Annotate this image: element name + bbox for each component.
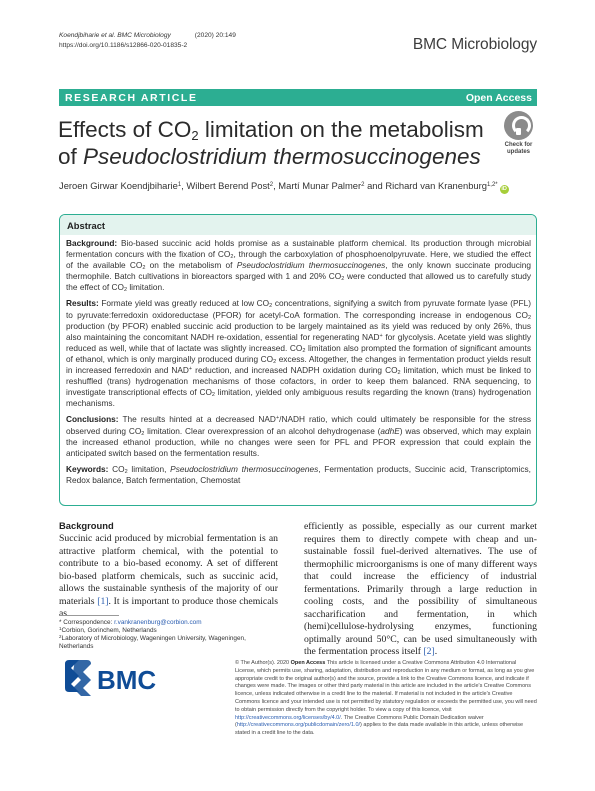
running-header: Koendjbiharie et al. BMC Microbiology (20… bbox=[59, 31, 236, 51]
affiliation-mark: 1 bbox=[177, 182, 182, 188]
reference-link[interactable]: [2] bbox=[423, 646, 435, 657]
license-link[interactable]: http://creativecommons.org/licenses/by/4… bbox=[235, 714, 341, 721]
abstract-conclusions: Conclusions: The results hinted at a dec… bbox=[66, 414, 531, 458]
check-for-updates-badge[interactable]: Check for updates bbox=[500, 111, 537, 157]
journal-name: BMC Microbiology bbox=[412, 36, 537, 53]
bmc-logo: BMC bbox=[65, 660, 156, 696]
body-column-right: efficiently as possible, especially as o… bbox=[304, 521, 537, 657]
doi-link[interactable]: https://doi.org/10.1186/s12866-020-01835… bbox=[59, 42, 188, 49]
title-subscript: 2 bbox=[191, 128, 199, 143]
citation: Koendjbiharie et al. BMC Microbiology bbox=[59, 32, 171, 39]
author-name: , Wilbert Berend Post bbox=[181, 180, 270, 191]
waiver-link[interactable]: http://creativecommons.org/publicdomain/… bbox=[236, 722, 361, 729]
orcid-icon[interactable]: iD bbox=[499, 185, 509, 194]
license-statement: © The Author(s). 2020 Open Access This a… bbox=[235, 660, 537, 737]
affiliation: 2Laboratory of Microbiology, Wageningen … bbox=[59, 634, 246, 651]
reference-link[interactable]: [1] bbox=[97, 595, 109, 607]
affiliation: 1Corbion, Gorinchem, Netherlands bbox=[59, 626, 157, 635]
title-part: Effects of CO bbox=[58, 117, 192, 142]
author-name: and Richard van Kranenburg bbox=[364, 180, 487, 191]
author-name: Jeroen Girwar Koendjbiharie bbox=[59, 180, 178, 191]
open-access-label: Open Access bbox=[465, 91, 532, 104]
title-line-2: of Pseudoclostridium thermosuccinogenes bbox=[58, 143, 484, 170]
author-name: , Martí Munar Palmer bbox=[273, 180, 362, 191]
abstract-background: Background: Bio-based succinic acid hold… bbox=[66, 238, 531, 294]
abstract-box: Abstract Background: Bio-based succinic … bbox=[59, 214, 537, 506]
title-part: of bbox=[58, 144, 84, 169]
affiliation-mark: 1,2* bbox=[486, 182, 498, 188]
email-link[interactable]: r.vankranenburg@corbion.com bbox=[114, 619, 202, 626]
affiliation-mark: 2 bbox=[269, 182, 274, 188]
abstract-results: Results: Formate yield was greatly reduc… bbox=[66, 298, 531, 409]
title-species: Pseudoclostridium thermosuccinogenes bbox=[83, 144, 481, 169]
title-part: limitation on the metabolism bbox=[198, 117, 484, 142]
footnotes: * Correspondence: r.vankranenburg@corbio… bbox=[59, 619, 279, 651]
affiliation-mark: 2 bbox=[361, 182, 365, 188]
article-title: Effects of CO2 limitation on the metabol… bbox=[58, 116, 484, 170]
year-volume: (2020) 20:149 bbox=[194, 32, 236, 39]
footnote-divider bbox=[59, 615, 119, 616]
article-type-banner: RESEARCH ARTICLE Open Access bbox=[59, 89, 537, 106]
body-column-left: Succinic acid produced by microbial ferm… bbox=[59, 533, 278, 619]
bmc-logo-text: BMC bbox=[97, 665, 156, 695]
badge-label: Check for updates bbox=[504, 142, 533, 155]
abstract-body: Background: Bio-based succinic acid hold… bbox=[60, 235, 536, 486]
check-updates-icon bbox=[504, 111, 533, 140]
abstract-keywords: Keywords: CO2 limitation, Pseudoclostrid… bbox=[66, 463, 531, 485]
correspondence: * Correspondence: r.vankranenburg@corbio… bbox=[59, 619, 202, 626]
background-heading: Background bbox=[59, 520, 114, 531]
abstract-heading: Abstract bbox=[60, 215, 536, 235]
author-list: Jeroen Girwar Koendjbiharie1, Wilbert Be… bbox=[59, 180, 509, 194]
bmc-logo-mark bbox=[65, 660, 79, 692]
article-type: RESEARCH ARTICLE bbox=[65, 91, 198, 104]
